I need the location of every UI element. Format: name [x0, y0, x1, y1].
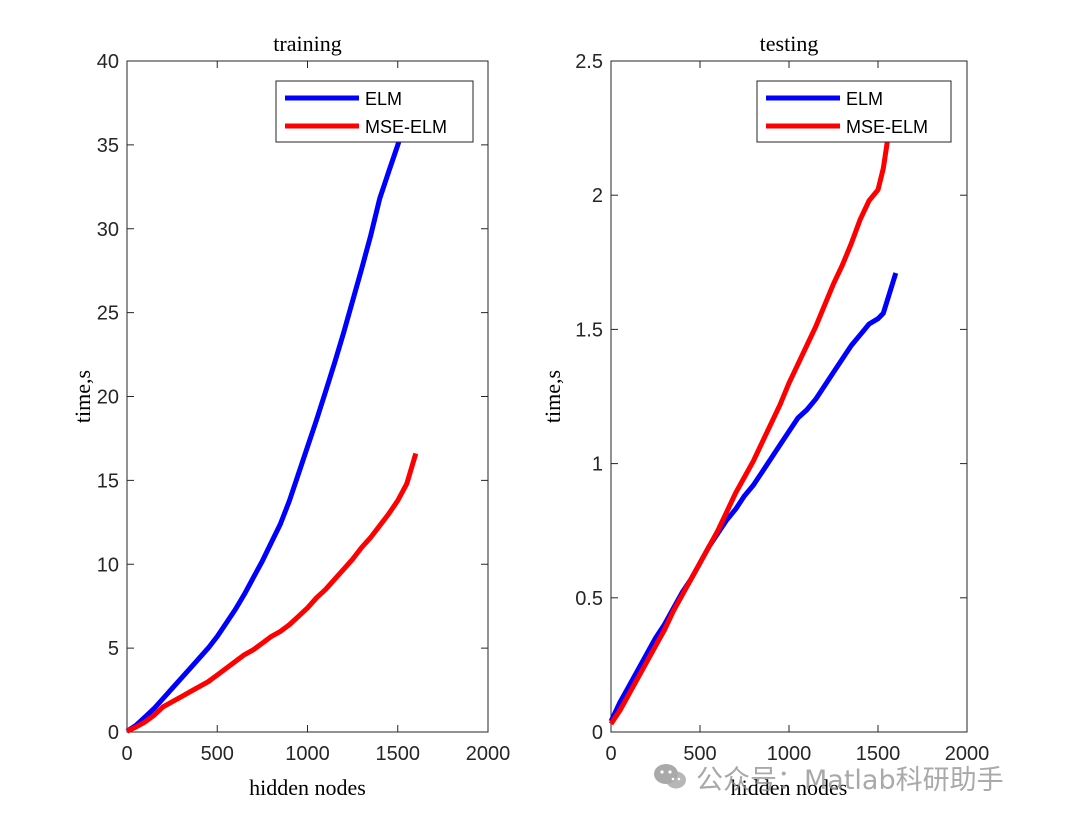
x-tick-label: 1500	[376, 743, 421, 765]
y-axis-label: time,s	[70, 370, 95, 423]
legend-box	[756, 80, 952, 143]
legend: ELM MSE-ELM	[756, 80, 952, 143]
series-line-mse-elm	[608, 108, 895, 726]
y-tick-label: 10	[97, 554, 119, 576]
training-chart: 0 5 10 15 20 25 30 35 40 0 500 1000 1500 2000 traini…	[70, 31, 510, 800]
watermark: 公众号：Matlab科研助手	[652, 757, 1004, 797]
y-tick-label: 25	[97, 303, 119, 325]
y-tick-label: 1.5	[575, 319, 603, 341]
series-line-elm	[125, 127, 406, 734]
y-tick-label: 40	[97, 51, 119, 73]
legend-label-elm: ELM	[846, 89, 883, 109]
series-line-elm	[608, 272, 899, 723]
x-tick-label: 0	[121, 743, 132, 765]
series-line-mse-elm	[125, 452, 419, 734]
y-tick-label: 2	[592, 185, 603, 207]
x-tick-label: 0	[605, 743, 616, 765]
x-axis-label: hidden nodes	[731, 775, 848, 800]
watermark-text: 公众号：Matlab科研助手	[696, 764, 1004, 796]
y-tick-label: 5	[108, 638, 119, 660]
wechat-icon	[654, 764, 686, 789]
legend-label-mse-elm: MSE-ELM	[365, 117, 447, 137]
plot-area	[126, 60, 489, 733]
y-tick-label: 35	[97, 135, 119, 157]
legend: ELM MSE-ELM	[275, 80, 474, 143]
y-tick-label: 30	[97, 219, 119, 241]
y-tick-label: 1	[592, 454, 603, 476]
x-tick-label: 500	[201, 743, 234, 765]
x-tick-label: 1000	[285, 743, 330, 765]
chart-title: testing	[760, 31, 819, 56]
legend-label-mse-elm: MSE-ELM	[846, 117, 928, 137]
legend-box	[275, 80, 474, 143]
y-tick-label: 0	[592, 722, 603, 744]
y-tick-label: 0.5	[575, 588, 603, 610]
y-tick-label: 0	[108, 722, 119, 744]
series-group	[608, 108, 899, 726]
testing-chart: 0 0.5 1 1.5 2 2.5 0 500 1000 1500 2000 testing hi…	[540, 31, 989, 800]
x-tick-label: 500	[683, 743, 716, 765]
y-tick-label: 20	[97, 387, 119, 409]
legend-label-elm: ELM	[365, 89, 402, 109]
y-axis: 0 5 10 15 20 25 30 35 40	[97, 51, 488, 744]
x-tick-label: 1500	[856, 743, 901, 765]
x-tick-label: 2000	[945, 743, 990, 765]
x-tick-label: 2000	[466, 743, 511, 765]
x-axis-label: hidden nodes	[249, 775, 366, 800]
y-tick-label: 2.5	[575, 51, 603, 73]
y-tick-label: 15	[97, 470, 119, 492]
series-group	[125, 127, 419, 734]
chart-title: training	[273, 31, 341, 56]
x-axis: 0 500 1000 1500 2000	[605, 61, 989, 765]
y-axis-label: time,s	[540, 370, 565, 423]
x-tick-label: 1000	[767, 743, 812, 765]
x-axis: 0 500 1000 1500 2000	[121, 61, 510, 765]
y-axis: 0 0.5 1 1.5 2 2.5	[575, 51, 967, 744]
